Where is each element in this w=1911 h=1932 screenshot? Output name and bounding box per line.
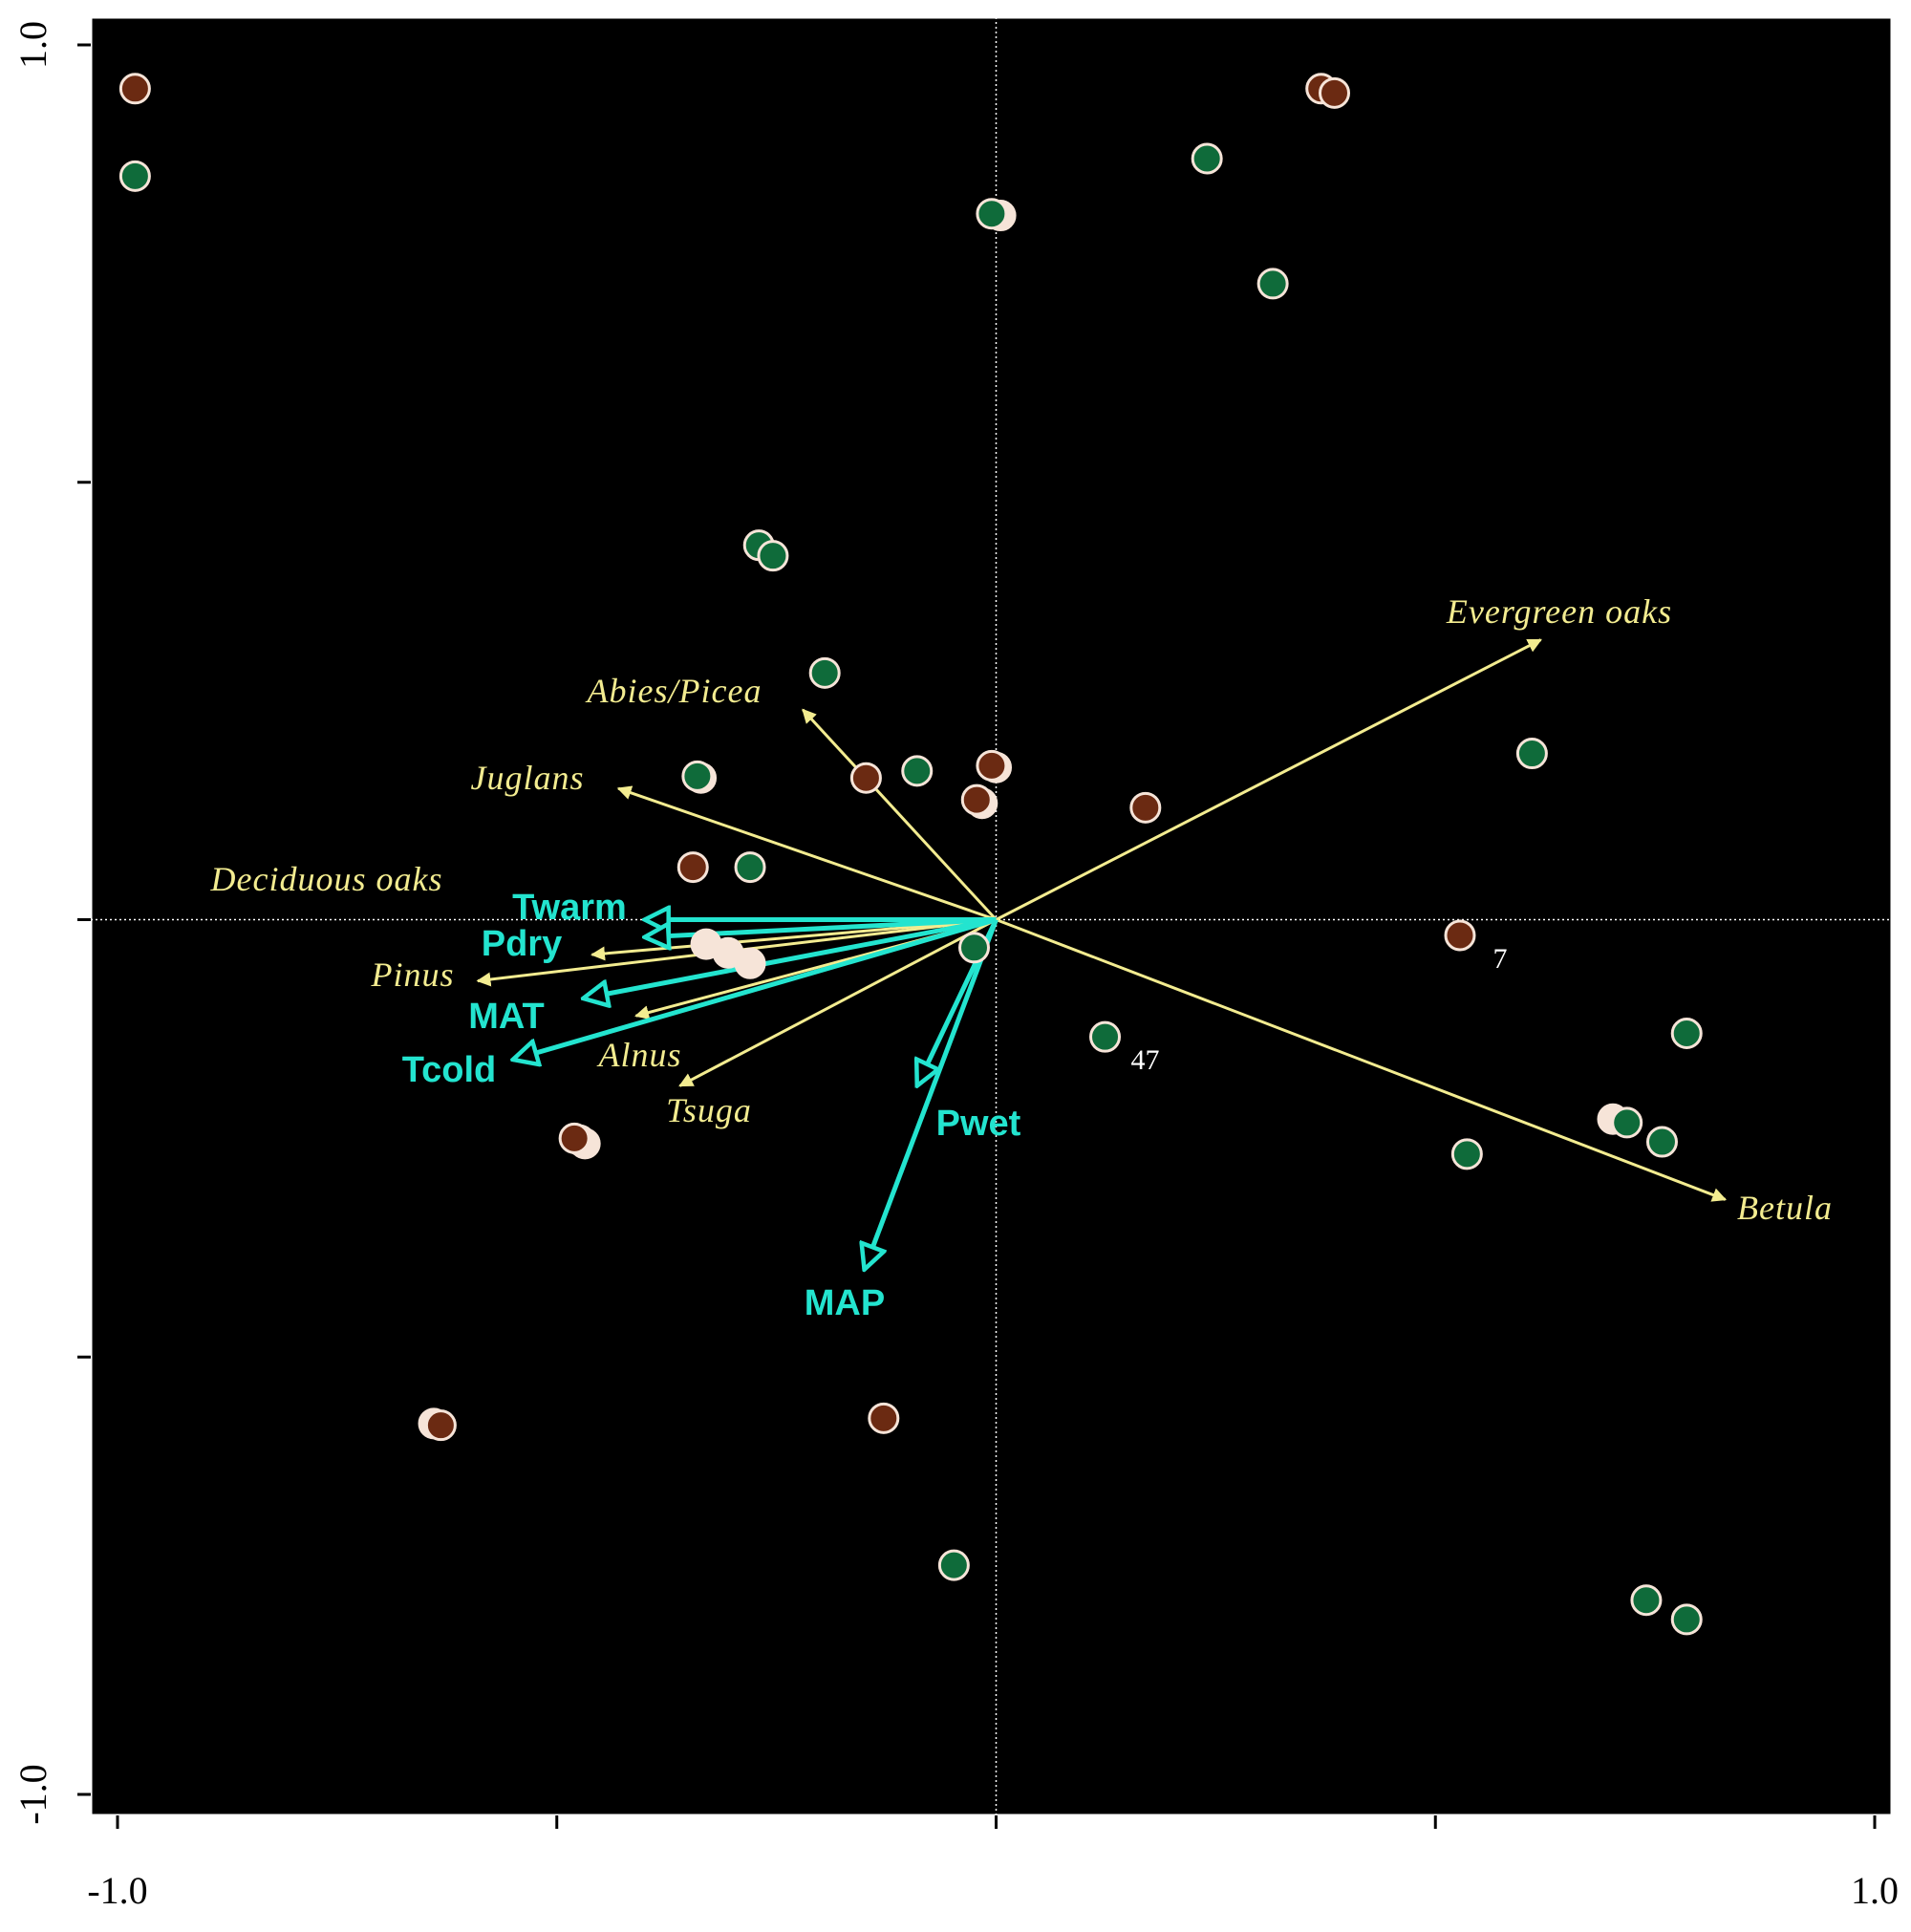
sample-point (1319, 76, 1351, 109)
sample-point (1256, 268, 1289, 300)
env-label: Twarm (512, 888, 627, 928)
sample-point (960, 784, 993, 816)
env-arrow (583, 917, 997, 998)
env-label: MAP (805, 1283, 885, 1323)
axes: -1.0 1.0 1.0 -1.0 (11, 17, 1899, 1912)
env-arrow (513, 917, 998, 1060)
species-label: Juglans (471, 759, 585, 797)
sample-point (1645, 1126, 1678, 1158)
sample-point (734, 851, 766, 884)
species-arrow (995, 638, 1542, 921)
y-tick-label: 1.0 (11, 21, 54, 69)
sample-point (118, 73, 151, 105)
sample-point (118, 160, 151, 192)
sample-point (901, 755, 934, 787)
sample-point (1515, 738, 1548, 770)
arrow-labels: Evergreen oaks Abies/Picea Juglans Deciduou… (210, 592, 1833, 1323)
env-arrow (865, 918, 998, 1270)
sample-point (676, 851, 709, 884)
sample-point (558, 1122, 590, 1154)
sample-point (976, 198, 1008, 230)
y-tick-label: -1.0 (11, 1764, 54, 1824)
sample-point (1089, 1020, 1122, 1053)
sample-point (937, 1549, 970, 1581)
species-label: Abies/Picea (586, 672, 762, 710)
species-label: Tsuga (666, 1091, 752, 1129)
sample-label: 47 (1131, 1044, 1160, 1076)
sample-label: 7 (1492, 943, 1507, 975)
sample-point (1670, 1018, 1703, 1050)
species-label: Deciduous oaks (210, 860, 443, 898)
species-label: Alnus (596, 1036, 681, 1074)
sample-point (734, 947, 766, 979)
x-tick-label: -1.0 (87, 1869, 147, 1912)
species-label: Pinus (370, 955, 454, 994)
sample-point (1611, 1106, 1643, 1139)
sample-point (958, 932, 991, 964)
x-tick-label: 1.0 (1851, 1869, 1899, 1912)
sample-point (681, 760, 714, 792)
sample-point (424, 1409, 457, 1442)
env-label: MAT (468, 997, 545, 1037)
sample-point (1444, 919, 1476, 952)
species-arrow (616, 785, 997, 921)
env-label: Tcold (402, 1050, 497, 1090)
env-label: Pdry (482, 924, 562, 964)
sample-points (118, 73, 1703, 1636)
sample-point (757, 540, 789, 572)
env-label: Pwet (936, 1104, 1021, 1144)
plot-frame (89, 15, 1894, 1817)
sample-point (849, 762, 882, 794)
sample-point (1129, 791, 1162, 824)
species-arrow (802, 708, 998, 921)
sample-point (1191, 142, 1223, 175)
species-label: Betula (1737, 1189, 1833, 1227)
sample-point (868, 1402, 900, 1434)
sample-point (1450, 1138, 1483, 1170)
species-arrow (995, 918, 1728, 1202)
sample-point (1670, 1603, 1703, 1636)
sample-point (808, 656, 841, 689)
sample-point (976, 749, 1008, 782)
species-label: Evergreen oaks (1446, 592, 1672, 631)
species-arrow (678, 918, 998, 1087)
sample-point (1630, 1584, 1663, 1617)
